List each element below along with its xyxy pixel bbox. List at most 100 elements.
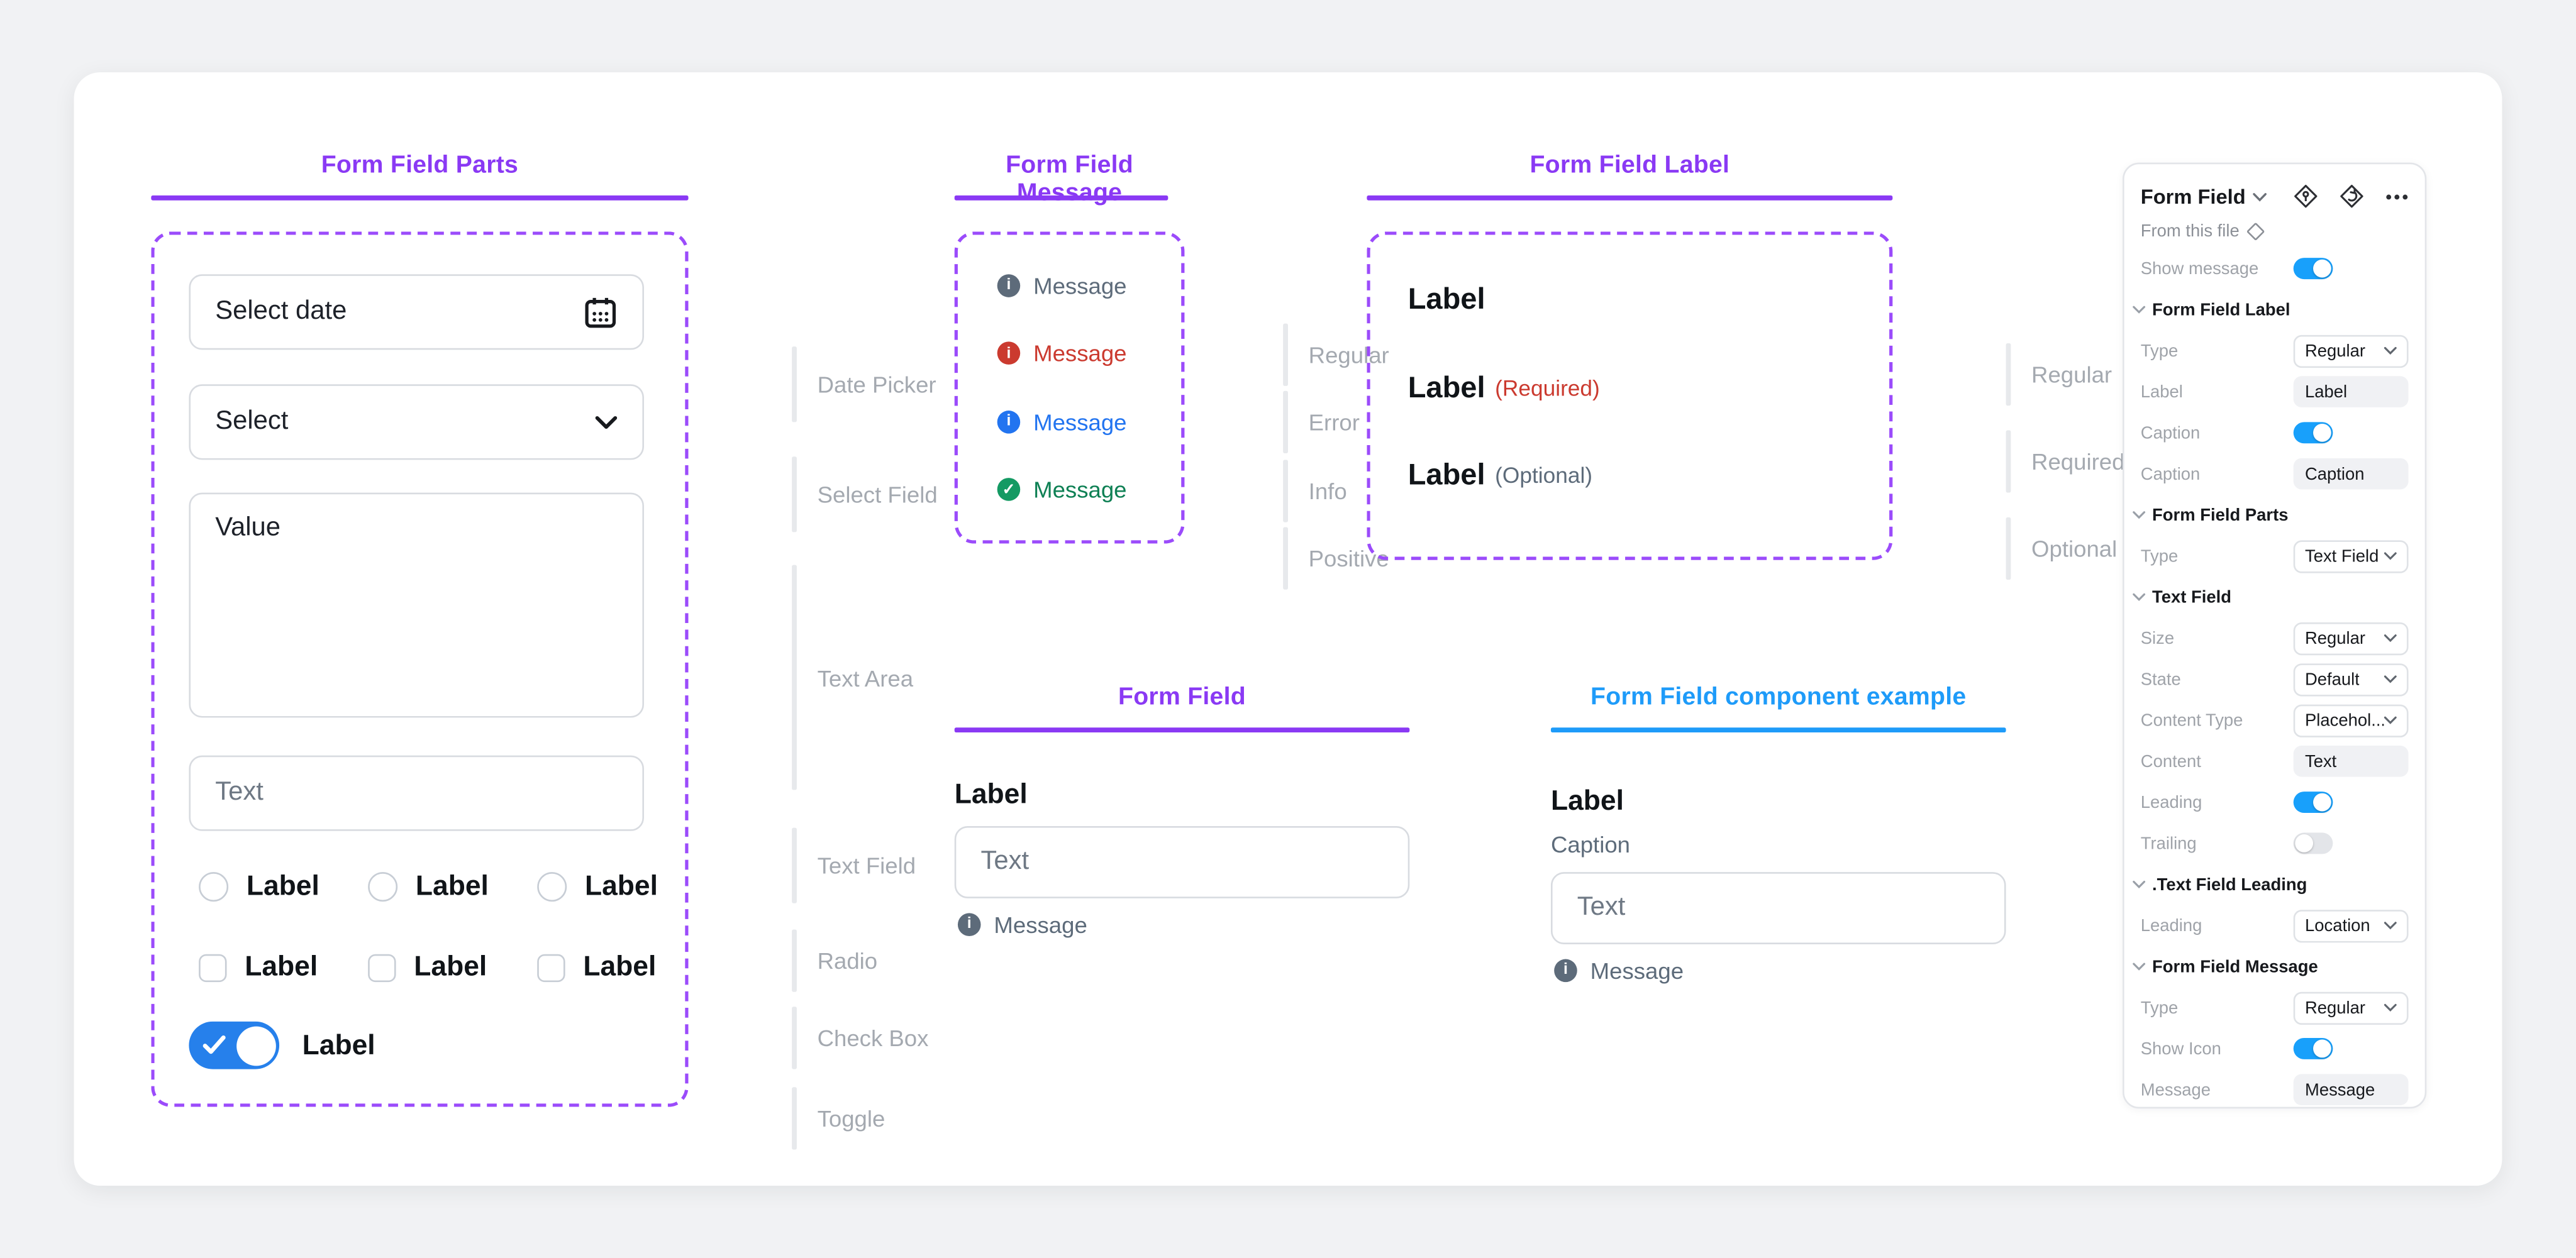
panel-row-form-field-message: Form Field Message — [2124, 946, 2425, 987]
chevron-down-icon — [2384, 716, 2397, 724]
trailing-toggle[interactable] — [2293, 832, 2333, 854]
panel-row-leading: Leading Location — [2124, 905, 2425, 946]
section-title-form-field: Form Field — [1118, 683, 1246, 712]
state-select[interactable]: Default — [2293, 663, 2409, 696]
panel-section-header[interactable]: Form Field Message — [2152, 956, 2318, 976]
panel-row-label: Type — [2140, 341, 2179, 361]
leading-toggle[interactable] — [2293, 792, 2333, 814]
required-suffix: (Required) — [1495, 375, 1600, 400]
check-circle-icon: ✓ — [997, 478, 1021, 502]
component-type-label: Check Box — [792, 1007, 928, 1069]
panel-row-state: State Default — [2124, 659, 2425, 700]
section-title-form-field-parts: Form Field Parts — [321, 151, 519, 179]
panel-row-form-field-parts: Form Field Parts — [2124, 494, 2425, 535]
component-type-label-text: Toggle — [817, 1105, 886, 1132]
example-label: Label — [1550, 785, 1624, 817]
divider — [792, 346, 796, 422]
panel-row-label: Show Icon — [2140, 1039, 2221, 1059]
panel-row-label: Label Label — [2124, 371, 2425, 412]
chevron-down-icon[interactable] — [2252, 191, 2267, 201]
type-select[interactable]: Regular — [2293, 991, 2409, 1024]
toggle-knob — [2295, 834, 2314, 852]
component-type-label: Toggle — [792, 1087, 886, 1150]
chevron-down-icon — [2384, 346, 2397, 355]
panel-row-control — [2293, 422, 2409, 444]
checkbox-label: Label — [245, 951, 318, 983]
chevron-down-icon[interactable] — [2133, 306, 2146, 314]
component-type-label: Text Area — [792, 565, 913, 790]
message-variant-label-text: Info — [1308, 478, 1347, 504]
panel-source-label: From this file — [2140, 221, 2240, 241]
chevron-down-icon[interactable] — [2133, 510, 2146, 519]
panel-section-header[interactable]: .Text Field Leading — [2152, 875, 2307, 895]
radio-button[interactable] — [537, 872, 567, 902]
panel-row-control: Regular — [2293, 621, 2409, 654]
leading-select[interactable]: Location — [2293, 908, 2409, 942]
panel-row-label: Show message — [2140, 258, 2259, 279]
message-text: Message — [1590, 957, 1684, 984]
text-field-placeholder: Text — [215, 778, 264, 807]
panel-section-header[interactable]: Text Field — [2152, 587, 2232, 607]
component-type-label-text: Text Field — [817, 852, 916, 879]
more-options-icon[interactable] — [2385, 193, 2409, 199]
caption-toggle[interactable] — [2293, 422, 2333, 444]
toggle-knob — [2313, 423, 2331, 442]
size-select[interactable]: Regular — [2293, 621, 2409, 654]
radio-button[interactable] — [199, 872, 229, 902]
calendar-icon[interactable] — [583, 295, 618, 329]
panel-row-text-field-leading: .Text Field Leading — [2124, 864, 2425, 905]
type-select[interactable]: Regular — [2293, 334, 2409, 367]
panel-section-header[interactable]: Form Field Parts — [2152, 505, 2289, 525]
chevron-down-icon[interactable] — [2133, 963, 2146, 971]
message-variant-label: Regular — [1283, 323, 1389, 386]
select-value: Location — [2304, 915, 2370, 935]
radio-button[interactable] — [368, 872, 398, 902]
label-variant-label-text: Required — [2031, 448, 2125, 475]
panel-row-control: Text Field — [2293, 539, 2409, 573]
panel-section-header[interactable]: Form Field Label — [2152, 299, 2290, 320]
show-message-toggle[interactable] — [2293, 258, 2333, 280]
divider — [792, 827, 796, 903]
type-select[interactable]: Text Field — [2293, 539, 2409, 573]
checkbox[interactable] — [537, 953, 565, 981]
panel-row-label: Caption — [2140, 463, 2201, 484]
message-input[interactable]: Message — [2293, 1074, 2409, 1106]
chevron-down-icon[interactable] — [2133, 593, 2146, 601]
radio-group: Label — [368, 870, 489, 903]
panel-row-trailing: Trailing — [2124, 823, 2425, 864]
divider — [792, 565, 796, 790]
toggle-knob — [2313, 259, 2331, 278]
component-type-label-text: Radio — [817, 947, 878, 974]
show-icon-toggle[interactable] — [2293, 1037, 2333, 1059]
chevron-down-icon[interactable] — [2133, 880, 2146, 889]
text-field[interactable]: Text — [189, 755, 644, 831]
instance-swap-icon[interactable] — [2340, 184, 2364, 209]
panel-row-label: Message — [2140, 1079, 2211, 1100]
content-input[interactable]: Text — [2293, 745, 2409, 777]
form-field-text-input[interactable]: Text — [954, 825, 1410, 898]
panel-row-control — [2293, 258, 2409, 280]
select-value: Text Field — [2304, 546, 2379, 566]
label-input[interactable]: Label — [2293, 376, 2409, 407]
checkbox[interactable] — [368, 953, 396, 981]
component-type-label-text: Date Picker — [817, 371, 936, 398]
select-value: Regular — [2304, 628, 2366, 648]
panel-row-label: State — [2140, 669, 2181, 689]
select-field[interactable]: Select — [189, 384, 644, 460]
component-diamond-icon — [2246, 222, 2265, 241]
text-area-field[interactable]: Value — [189, 492, 644, 718]
panel-row-type: Type Regular — [2124, 330, 2425, 371]
panel-row-control: Label — [2293, 376, 2409, 407]
section-underline — [151, 195, 689, 200]
example-text-input[interactable]: Text — [1550, 872, 2006, 945]
toggle-switch[interactable] — [189, 1021, 280, 1069]
panel-row-show-icon: Show Icon — [2124, 1028, 2425, 1069]
content-type-select[interactable]: Placehol... — [2293, 703, 2409, 737]
caption-input[interactable]: Caption — [2293, 458, 2409, 490]
date-picker-field[interactable]: Select date — [189, 274, 644, 350]
component-properties-icon[interactable] — [2294, 184, 2318, 209]
panel-row-control: Message — [2293, 1074, 2409, 1106]
radio-label: Label — [415, 870, 489, 902]
example-text-placeholder: Text — [1577, 893, 1626, 922]
checkbox[interactable] — [199, 953, 227, 981]
